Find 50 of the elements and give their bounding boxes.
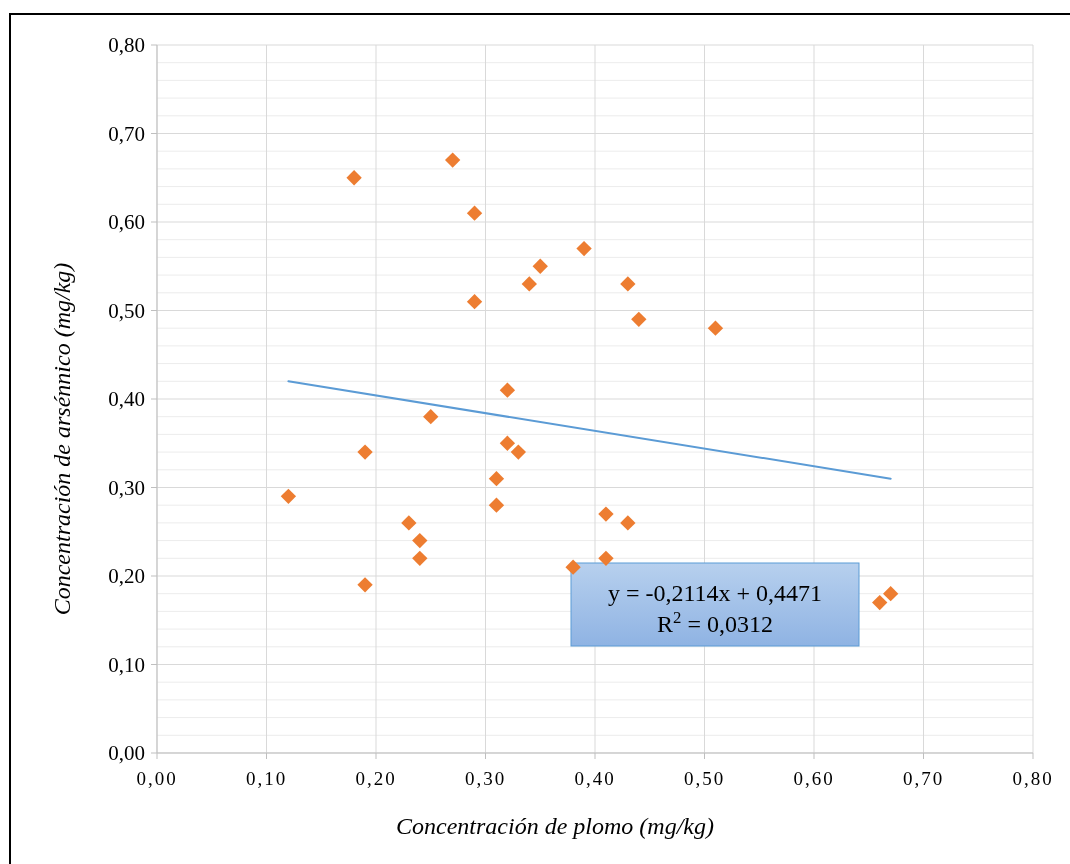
point (882, 586, 899, 602)
y-tick-label: 0,40 (108, 387, 145, 412)
x-tick-label: 0,60 (793, 768, 835, 789)
point (707, 320, 724, 336)
point (488, 497, 505, 513)
y-axis-title: Concentración de arsénnico (mg/kg) (49, 262, 75, 616)
x-tick-label: 0,40 (574, 768, 616, 789)
point (620, 276, 636, 292)
point (532, 258, 548, 274)
point (466, 293, 483, 310)
point (357, 577, 373, 593)
point (499, 435, 516, 451)
point (412, 532, 428, 549)
y-tick-label: 0,10 (108, 652, 145, 677)
x-tick-label: 0,10 (245, 768, 288, 789)
point (620, 515, 636, 531)
annotation: y = -0,2114x + 0,4471 (607, 580, 823, 606)
point (423, 409, 439, 425)
x-tick-label: 0,30 (464, 768, 507, 789)
point (466, 205, 483, 221)
point (510, 444, 527, 460)
x-axis-title: Concentración de plomo (mg/kg) (396, 813, 714, 839)
y-tick-label: 0,70 (108, 121, 145, 146)
point (631, 311, 647, 328)
point (499, 382, 516, 398)
point (444, 152, 461, 168)
x-tick-label: 0,80 (1012, 768, 1054, 789)
y-tick-label: 0,20 (108, 564, 145, 589)
point (598, 550, 614, 566)
annotation: R$^{2}$ = 0,0312 (657, 607, 773, 637)
point (598, 506, 614, 522)
y-tick-label: 0,60 (108, 210, 145, 235)
y-tick-label: 0,00 (108, 741, 145, 766)
point (401, 515, 417, 531)
point (872, 594, 888, 611)
x-tick-label: 0,70 (902, 768, 945, 789)
y-tick-label: 0,30 (108, 475, 145, 500)
y-tick-label: 0,50 (108, 298, 145, 323)
point (488, 470, 505, 487)
point (521, 276, 537, 292)
x-tick-label: 0,50 (683, 768, 726, 789)
point (280, 488, 297, 505)
point (576, 240, 592, 257)
point (565, 559, 581, 575)
point (412, 550, 428, 566)
y-tick-label: 0,80 (108, 33, 145, 58)
x-tick-label: 0,00 (136, 768, 178, 789)
point (346, 170, 362, 186)
x-tick-label: 0,20 (355, 768, 397, 789)
point (357, 444, 373, 460)
